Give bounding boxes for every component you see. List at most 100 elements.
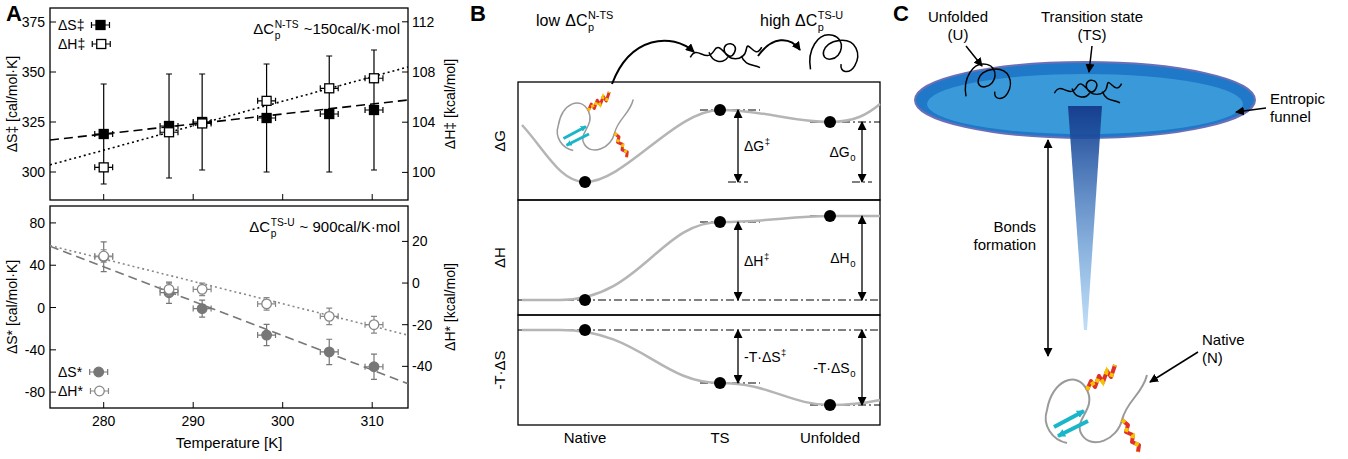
barrier-arrow (737, 330, 738, 383)
pointer-arrow (966, 46, 982, 66)
state-label: Native (564, 429, 607, 446)
y-tick-label: -80 (25, 384, 45, 400)
transition-label: lowΔCpN-TS (536, 9, 613, 33)
state-dot (579, 176, 591, 188)
barrier-label-sup: ‡ (781, 347, 786, 358)
strand (567, 134, 590, 145)
state-label: TS (710, 429, 729, 446)
annotation-base: ΔC (249, 218, 270, 235)
chart: 300325350375100104108112ΔS‡ [cal/mol·K]Δ… (4, 8, 458, 200)
native-protein (557, 92, 633, 157)
data-point (99, 252, 109, 262)
barrier-arrow (737, 222, 738, 300)
data-point (99, 130, 108, 139)
data-point (369, 362, 379, 372)
y2-tick-label: 104 (412, 114, 436, 130)
legend-label: ΔH‡ (58, 36, 85, 52)
helix-highlight (615, 133, 628, 157)
barrier-label: ΔG‡ (744, 136, 770, 154)
funnel-diagram: Unfolded(U)Transition state(TS)Entropicf… (915, 8, 1326, 452)
y-tick-label: 80 (29, 215, 45, 231)
transition-label-base: ΔC (795, 12, 817, 29)
y-tick-label: 350 (22, 64, 46, 80)
pointer-arrow (1150, 352, 1198, 382)
helix-highlight (588, 92, 609, 111)
native-protein (1046, 365, 1147, 452)
y-tick (50, 122, 56, 123)
data-point (198, 119, 207, 128)
funnel-label: (U) (948, 26, 969, 43)
x-tick (282, 402, 283, 408)
data-point (324, 312, 334, 322)
y-axis-title: ΔS‡ [cal/mol·K] (4, 56, 20, 153)
legend-marker (97, 40, 106, 49)
state-dot (579, 324, 591, 336)
transition-arrow (758, 40, 800, 56)
funnel-label: Native (1202, 331, 1245, 348)
funnel-label: (TS) (1077, 26, 1106, 43)
y-tick-label: -40 (25, 342, 45, 358)
helix (615, 133, 628, 157)
data-point (164, 284, 174, 294)
barrier-label-base: ΔG (744, 138, 764, 154)
unfolded-protein (965, 64, 1010, 98)
barrier-label-base: ΔH (744, 253, 763, 269)
y2-tick (402, 241, 408, 242)
funnel-label: Transition state (1041, 8, 1143, 25)
data-point (369, 106, 378, 115)
ts-protein (690, 44, 761, 68)
barrier-label: ΔH‡ (744, 251, 769, 269)
difference-label-base: ΔH (830, 250, 849, 266)
legend-marker (96, 21, 105, 30)
y-tick-label: 325 (22, 114, 46, 130)
transition-label-sub: p (588, 21, 594, 33)
barrier-arrow (737, 110, 738, 182)
energy-curve (522, 104, 880, 182)
y2-tick (402, 283, 408, 284)
data-layer (50, 242, 408, 384)
data-layer (50, 50, 408, 184)
y-tick (50, 22, 56, 23)
difference-label-sub: 0 (850, 152, 855, 163)
state-dot (714, 104, 726, 116)
transition-label-sub: p (818, 21, 824, 33)
annotation-sup: TS-U (271, 217, 295, 228)
data-point (369, 74, 378, 83)
x-tick-label: 300 (271, 413, 295, 429)
y-tick-label: 0 (37, 300, 45, 316)
unfolded-chain (810, 35, 858, 72)
difference-label-base: -T·ΔS (813, 360, 850, 376)
ts-chain (1054, 80, 1121, 102)
x-axis-title: Temperature [K] (176, 434, 283, 451)
bonds-arrow (1047, 140, 1049, 356)
pointer-arrow (1089, 46, 1092, 72)
strand (1058, 421, 1088, 436)
panel-letter: B (470, 1, 486, 26)
energy-curve (522, 330, 880, 405)
x-tick (193, 402, 194, 408)
y2-tick-label: 112 (412, 14, 435, 30)
difference-label-sub: 0 (850, 258, 855, 269)
funnel-cone (1068, 106, 1102, 330)
data-point (197, 284, 207, 294)
figure: 300325350375100104108112ΔS‡ [cal/mol·K]Δ… (0, 0, 1348, 459)
row-frame (518, 315, 880, 425)
data-point (99, 251, 109, 261)
plot-frame (50, 206, 408, 408)
funnel-label: formation (973, 236, 1036, 253)
x-tick (372, 194, 373, 200)
row-axis-title: ΔG (491, 130, 508, 152)
data-point (262, 96, 271, 105)
legend-label: ΔS* (58, 364, 83, 380)
data-point (262, 114, 271, 123)
funnel-label: Entropic (1270, 90, 1326, 107)
state-dot (714, 377, 726, 389)
y2-tick (402, 122, 408, 123)
helix (1087, 365, 1115, 390)
helix-highlight (1122, 420, 1139, 452)
y-tick-label: 300 (22, 164, 46, 180)
difference-label: ΔH0 (830, 250, 855, 269)
difference-arrow (861, 330, 862, 405)
annotation: ΔCpTS-U~ 900cal/K·mol (249, 217, 400, 239)
annotation-base: ΔC (253, 20, 274, 37)
